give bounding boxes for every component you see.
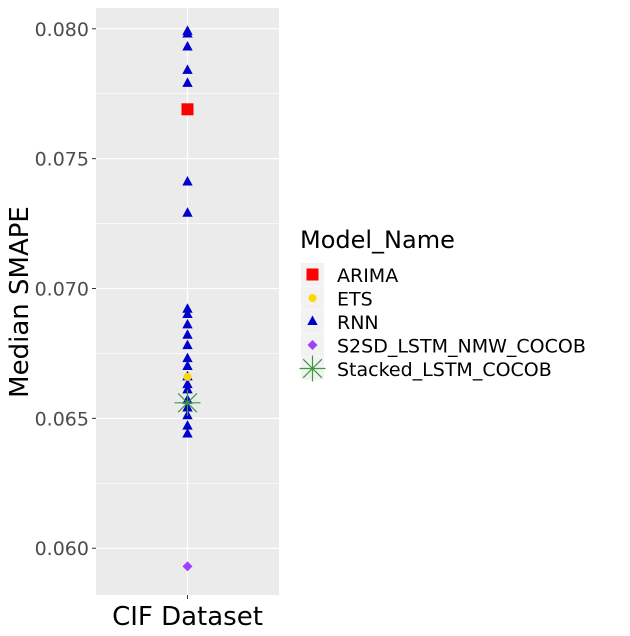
data-point-rnn xyxy=(182,176,193,186)
data-point-rnn xyxy=(182,64,193,74)
data-point-s2sd_lstm_nmw_cocob xyxy=(182,561,193,572)
data-point-rnn xyxy=(182,27,193,38)
data-point-rnn xyxy=(182,360,193,370)
data-point-rnn xyxy=(182,40,193,51)
y-axis-title: Median SMAPE xyxy=(5,206,35,398)
legend-label: ETS xyxy=(337,289,373,311)
legend-icon-rnn xyxy=(307,315,318,326)
asterisk-stroke xyxy=(302,358,323,379)
legend-label: RNN xyxy=(337,312,379,334)
asterisk-stroke xyxy=(177,393,198,413)
data-point-rnn xyxy=(182,207,193,217)
legend-icon-arima xyxy=(306,268,319,281)
data-point-arima xyxy=(181,103,194,116)
data-point-rnn xyxy=(182,339,193,350)
y-tick-label: 0.070 xyxy=(35,279,89,301)
y-tick-label: 0.075 xyxy=(35,149,89,171)
data-point-rnn xyxy=(182,77,193,87)
y-tick-label: 0.080 xyxy=(35,19,89,41)
legend: Model_Name ARIMAETSRNNS2SD_LSTM_NMW_COCO… xyxy=(299,226,586,382)
data-point-rnn xyxy=(182,427,193,438)
data-point-rnn xyxy=(182,318,193,329)
legend-label: S2SD_LSTM_NMW_COCOB xyxy=(337,336,586,358)
data-point-rnn xyxy=(182,308,193,318)
data-points xyxy=(174,25,201,572)
legend-icon-s2sd_lstm_nmw_cocob xyxy=(307,340,318,350)
legend-icon-stacked_lstm_cocob xyxy=(299,355,326,382)
y-tick-label: 0.060 xyxy=(35,538,89,560)
legend-title: Model_Name xyxy=(300,226,455,254)
data-point-ets xyxy=(183,372,192,381)
data-point-stacked_lstm_cocob xyxy=(174,389,201,416)
y-axis: 0.060 0.065 0.070 0.075 0.080 xyxy=(35,19,188,599)
data-point-rnn xyxy=(182,329,193,339)
y-tick-label: 0.065 xyxy=(35,408,89,430)
legend-label: ARIMA xyxy=(337,265,398,287)
legend-label: Stacked_LSTM_COCOB xyxy=(337,359,552,381)
legend-icon-ets xyxy=(308,294,317,302)
x-tick-label: CIF Dataset xyxy=(112,602,263,632)
